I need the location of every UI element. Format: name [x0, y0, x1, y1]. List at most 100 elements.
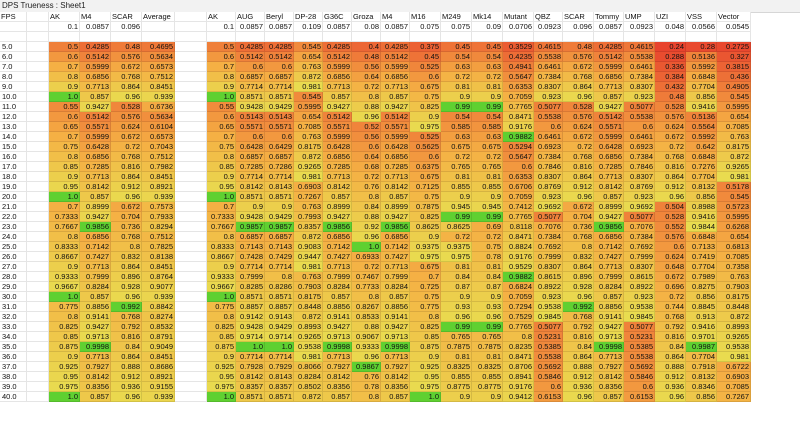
cell[interactable] — [534, 32, 563, 42]
cell[interactable]: Beryl — [265, 12, 294, 22]
cell[interactable]: 0.72 — [352, 172, 381, 182]
cell[interactable]: 0.96 — [111, 192, 142, 202]
cell[interactable]: 0.9857 — [265, 222, 294, 232]
cell[interactable]: 0.744 — [655, 302, 686, 312]
cell[interactable]: 0.4615 — [534, 42, 563, 52]
cell[interactable]: 0.54 — [441, 52, 472, 62]
cell[interactable]: 12.0 — [0, 112, 27, 122]
cell[interactable]: 0.6461 — [534, 62, 563, 72]
cell[interactable] — [175, 82, 207, 92]
cell[interactable]: 0.923 — [624, 192, 655, 202]
cell[interactable]: 0.96 — [111, 392, 142, 402]
cell[interactable]: 0.85 — [49, 162, 80, 172]
cell[interactable]: 0.6706 — [503, 182, 534, 192]
cell[interactable]: 21.0 — [0, 202, 27, 212]
cell[interactable]: 34.0 — [0, 332, 27, 342]
cell[interactable]: 0.8922 — [624, 282, 655, 292]
cell[interactable] — [27, 392, 49, 402]
cell[interactable]: 0.5571 — [265, 122, 294, 132]
cell[interactable]: 38.0 — [0, 372, 27, 382]
cell[interactable]: 0.576 — [111, 112, 142, 122]
cell[interactable]: 0.925 — [207, 362, 236, 372]
cell[interactable]: 0.8571 — [265, 292, 294, 302]
cell[interactable]: 0.7929 — [265, 362, 294, 372]
cell[interactable]: 0.7333 — [49, 212, 80, 222]
cell[interactable]: 0.6428 — [594, 142, 624, 152]
cell[interactable]: 0.63 — [441, 132, 472, 142]
cell[interactable]: 0.7713 — [381, 82, 410, 92]
cell[interactable]: 0.8275 — [686, 282, 717, 292]
cell[interactable]: 0.81 — [441, 262, 472, 272]
cell[interactable]: 0.4695 — [142, 42, 175, 52]
cell[interactable]: 0.72 — [441, 152, 472, 162]
cell[interactable]: 0.857 — [381, 392, 410, 402]
cell[interactable]: 0.9 — [49, 172, 80, 182]
cell[interactable]: 0.9416 — [686, 322, 717, 332]
cell[interactable] — [686, 32, 717, 42]
cell[interactable]: 0.7285 — [594, 162, 624, 172]
cell[interactable]: 0.864 — [563, 262, 594, 272]
cell[interactable]: 0.7714 — [236, 172, 265, 182]
cell[interactable]: 0.981 — [294, 352, 323, 362]
cell[interactable]: 0.5999 — [381, 62, 410, 72]
cell[interactable]: 0.9856 — [594, 222, 624, 232]
cell[interactable]: 0.7999 — [534, 252, 563, 262]
cell[interactable]: 0.576 — [563, 112, 594, 122]
cell[interactable]: 0.5 — [207, 42, 236, 52]
cell[interactable]: 0.7085 — [717, 382, 751, 392]
cell[interactable] — [175, 372, 207, 382]
cell[interactable]: 0.857 — [80, 92, 111, 102]
cell[interactable]: 0.7267 — [717, 392, 751, 402]
cell[interactable]: 1.0 — [207, 92, 236, 102]
cell[interactable]: 0.6856 — [594, 232, 624, 242]
cell[interactable]: 0.7059 — [503, 192, 534, 202]
cell[interactable]: 0.84 — [655, 342, 686, 352]
cell[interactable]: 0.99 — [441, 102, 472, 112]
cell[interactable]: 0.8999 — [323, 202, 352, 212]
cell[interactable]: FPS — [0, 12, 27, 22]
cell[interactable]: M16 — [410, 12, 441, 22]
cell[interactable]: 0.9 — [410, 232, 441, 242]
cell[interactable]: 0.792 — [655, 322, 686, 332]
cell[interactable]: 0.9265 — [294, 162, 323, 172]
cell[interactable]: 0.6856 — [594, 72, 624, 82]
cell[interactable]: 0.109 — [294, 22, 323, 32]
cell[interactable]: 0.5142 — [80, 112, 111, 122]
cell[interactable]: 0.8625 — [410, 222, 441, 232]
cell[interactable]: 0.8143 — [265, 182, 294, 192]
cell[interactable]: 0.888 — [563, 362, 594, 372]
cell[interactable]: 0.5538 — [534, 112, 563, 122]
cell[interactable]: Average — [142, 12, 175, 22]
cell[interactable]: 35.0 — [0, 342, 27, 352]
cell[interactable]: 0.56 — [352, 62, 381, 72]
cell[interactable]: 0.24 — [655, 42, 686, 52]
cell[interactable]: 0.981 — [294, 262, 323, 272]
cell[interactable]: 0.6933 — [352, 252, 381, 262]
cell[interactable]: 0.84 — [352, 202, 381, 212]
cell[interactable]: 0.6848 — [686, 232, 717, 242]
cell[interactable]: 0.7573 — [142, 202, 175, 212]
cell[interactable]: 30.0 — [0, 292, 27, 302]
cell[interactable] — [175, 172, 207, 182]
cell[interactable]: 0.9428 — [236, 212, 265, 222]
cell[interactable]: VSS — [686, 12, 717, 22]
cell[interactable]: 0.9714 — [236, 332, 265, 342]
cell[interactable]: 0.6268 — [717, 222, 751, 232]
cell[interactable]: 0.7713 — [594, 352, 624, 362]
cell[interactable]: 0.88 — [352, 102, 381, 112]
cell[interactable]: 0.923 — [534, 192, 563, 202]
cell[interactable]: 0.72 — [441, 72, 472, 82]
cell[interactable]: 0.7512 — [142, 152, 175, 162]
cell[interactable]: 0.9375 — [441, 242, 472, 252]
cell[interactable]: 0.5077 — [624, 322, 655, 332]
cell[interactable]: 5.0 — [0, 42, 27, 52]
cell[interactable]: 0.75 — [49, 142, 80, 152]
cell[interactable]: 0.576 — [111, 52, 142, 62]
cell[interactable] — [27, 382, 49, 392]
cell[interactable]: 0.768 — [655, 152, 686, 162]
cell[interactable]: 0.8769 — [624, 182, 655, 192]
cell[interactable]: 0.96 — [352, 352, 381, 362]
cell[interactable]: 0.95 — [207, 372, 236, 382]
cell[interactable]: 0.8346 — [686, 382, 717, 392]
cell[interactable]: 0.576 — [655, 232, 686, 242]
